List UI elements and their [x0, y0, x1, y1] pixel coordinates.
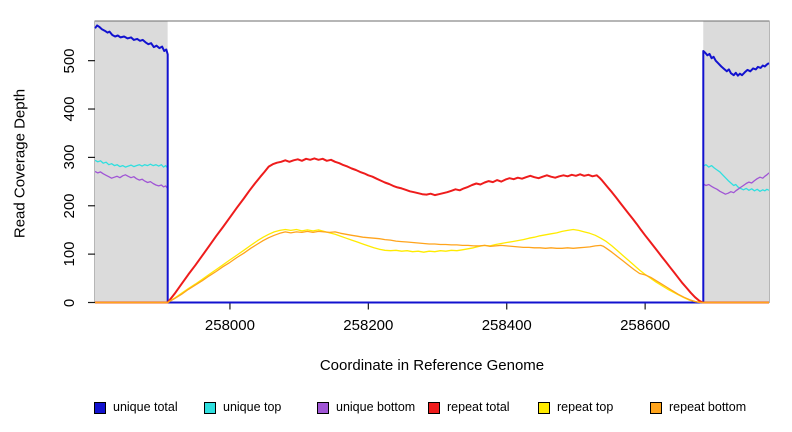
- legend-swatch-icon: [204, 402, 216, 414]
- legend-label: unique bottom: [336, 400, 416, 414]
- legend-swatch-icon: [317, 402, 329, 414]
- series-line-repeat-total: [95, 157, 769, 304]
- series-line-unique-top: [94, 159, 770, 304]
- plot-border: [94, 20, 770, 303]
- x-tick-label: 258000: [204, 317, 255, 334]
- x-axis-title: Coordinate in Reference Genome: [319, 357, 545, 374]
- series-line-unique-total: [94, 24, 770, 304]
- legend-label: unique total: [113, 400, 178, 414]
- y-axis-title: Read Coverage Depth: [11, 88, 29, 239]
- legend-swatch-icon: [650, 402, 662, 414]
- legend-swatch-icon: [428, 402, 440, 414]
- x-tick-label: 258600: [620, 317, 671, 334]
- series-line-repeat-bottom: [95, 230, 769, 304]
- legend: unique total unique top unique bottom repea…: [0, 400, 792, 420]
- shaded-region-right: [703, 21, 769, 303]
- x-tick-label: 258400: [481, 317, 532, 334]
- legend-swatch-icon: [538, 402, 550, 414]
- legend-label: repeat top: [557, 400, 614, 414]
- legend-swatch-icon: [94, 402, 106, 414]
- series-line-repeat-top: [95, 228, 769, 304]
- legend-label: unique top: [223, 400, 282, 414]
- legend-label: repeat bottom: [669, 400, 747, 414]
- legend-label: repeat total: [447, 400, 510, 414]
- y-tick-label: 500: [61, 48, 78, 74]
- x-tick-label: 258200: [343, 317, 394, 334]
- shaded-region-left: [95, 21, 168, 303]
